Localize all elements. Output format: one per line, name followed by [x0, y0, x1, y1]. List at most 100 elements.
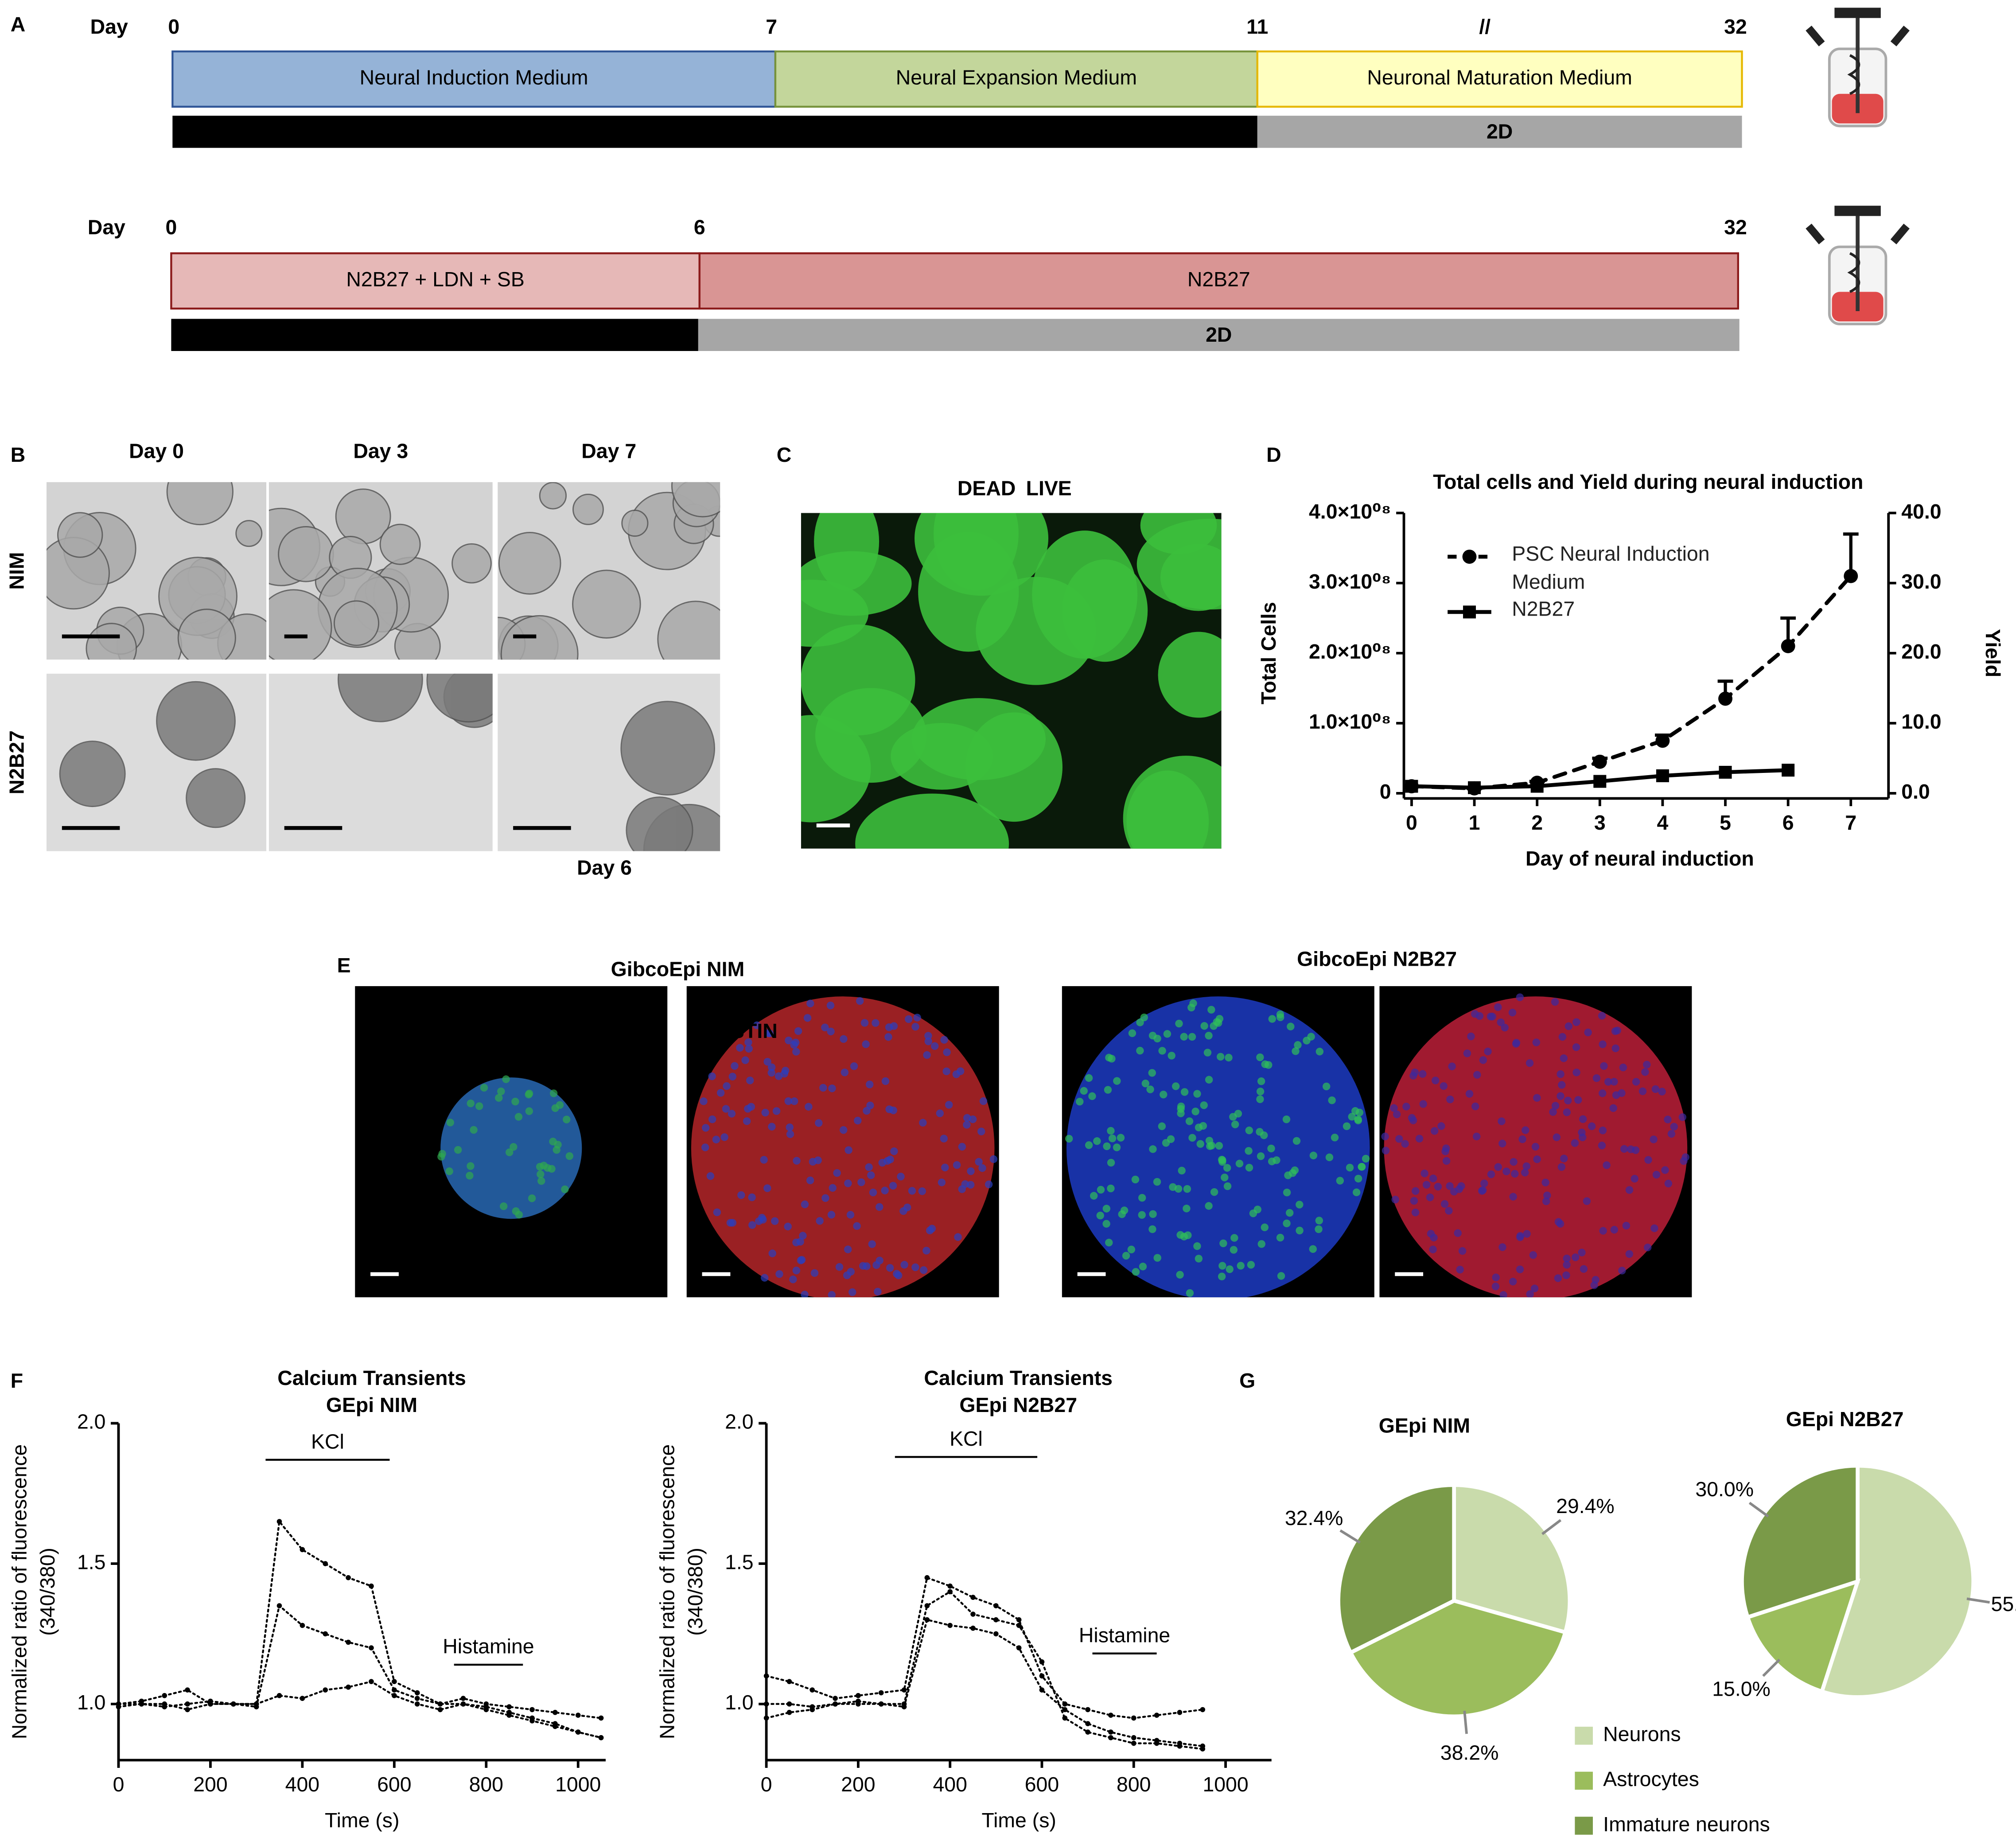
- nucleus: [1148, 1031, 1157, 1040]
- nucleus: [747, 1103, 755, 1111]
- nucleus: [537, 1170, 545, 1178]
- data-point: [1131, 1740, 1136, 1746]
- data-point: [369, 1645, 374, 1650]
- nucleus: [1543, 1191, 1551, 1199]
- data-point: [162, 1701, 167, 1707]
- nucleus: [1139, 1263, 1147, 1271]
- nucleus: [806, 1176, 814, 1185]
- data-point: [185, 1707, 190, 1712]
- nucleus: [793, 1157, 801, 1165]
- nucleus: [1498, 1243, 1506, 1251]
- x-axis-label: Time (s): [981, 1809, 1056, 1832]
- nucleus: [1218, 1272, 1226, 1280]
- value-label: 15.0%: [1712, 1677, 1771, 1701]
- data-point: [833, 1696, 838, 1701]
- organoid: [278, 526, 334, 582]
- culture-bar: [171, 319, 698, 351]
- chart-title: Calcium Transients: [924, 1366, 1113, 1389]
- nucleus: [1395, 1135, 1403, 1143]
- nucleus: [1681, 1153, 1689, 1161]
- data-point: [300, 1696, 305, 1701]
- nucleus: [1221, 1174, 1229, 1182]
- nucleus: [746, 1077, 754, 1084]
- micrograph-content: [338, 674, 493, 728]
- organoid: [177, 608, 236, 660]
- nucleus: [445, 1167, 453, 1175]
- nucleus: [1521, 1169, 1529, 1177]
- nucleus: [1283, 1219, 1291, 1228]
- nucleus: [1611, 1027, 1619, 1035]
- micrograph: [1062, 986, 1374, 1298]
- nucleus: [1644, 1244, 1652, 1252]
- nucleus: [860, 1019, 869, 1027]
- nucleus: [1562, 1271, 1570, 1279]
- nucleus: [919, 1119, 927, 1127]
- value-label: 30.0%: [1695, 1478, 1754, 1501]
- nucleus: [748, 1221, 756, 1229]
- nucleus: [844, 1179, 852, 1187]
- nucleus: [985, 1180, 993, 1189]
- nucleus: [806, 999, 814, 1007]
- nucleus: [761, 1274, 769, 1282]
- legend-label: Astrocytes: [1603, 1767, 1699, 1790]
- nucleus: [1093, 1137, 1101, 1145]
- nucleus: [736, 1044, 744, 1052]
- nucleus: [1200, 1101, 1208, 1109]
- nucleus: [1509, 1278, 1517, 1286]
- nucleus: [1549, 1108, 1557, 1116]
- organoid: [379, 523, 421, 565]
- data-point: [346, 1575, 351, 1580]
- nucleus: [1651, 1085, 1660, 1093]
- impeller: [1847, 252, 1860, 293]
- x-tick-label: 400: [285, 1773, 319, 1796]
- nucleus: [1393, 1110, 1401, 1119]
- nucleus: [1551, 998, 1559, 1006]
- nucleus: [1523, 1230, 1531, 1238]
- micrograph: [269, 674, 493, 851]
- nucleus: [706, 1172, 715, 1180]
- data-point: [1200, 1746, 1206, 1751]
- live-cell-cluster: [801, 551, 912, 616]
- nucleus: [745, 1045, 753, 1053]
- y-tick-label: 2.0: [725, 1410, 754, 1433]
- nucleus: [1325, 1153, 1334, 1162]
- culture-bar: [698, 319, 1740, 351]
- nucleus: [1484, 1047, 1492, 1056]
- data-point: [553, 1710, 558, 1715]
- data-point: [1039, 1659, 1045, 1665]
- nucleus: [938, 1178, 946, 1186]
- data-point: [506, 1712, 512, 1718]
- nucleus: [1163, 1030, 1171, 1038]
- nucleus: [1627, 1145, 1635, 1153]
- data-point: [924, 1575, 930, 1580]
- data-point: [901, 1687, 907, 1693]
- micrograph-content: [437, 1075, 582, 1219]
- organoid: [338, 674, 423, 722]
- nucleus: [1650, 1224, 1658, 1233]
- y-tick-label: 2.0: [77, 1410, 106, 1433]
- nucleus: [1658, 1088, 1666, 1096]
- port: [1806, 223, 1825, 245]
- nucleus: [1097, 1186, 1105, 1194]
- medium-label: N2B27: [1187, 268, 1250, 291]
- nucleus: [975, 1158, 983, 1166]
- nucleus: [1572, 1018, 1580, 1026]
- nucleus: [1200, 1022, 1208, 1030]
- bioreactor-icon: [1806, 206, 1910, 325]
- nucleus: [470, 1126, 478, 1134]
- nucleus: [1644, 1156, 1652, 1164]
- stain-label: LIVE: [1026, 477, 1072, 500]
- nucleus: [495, 1094, 503, 1102]
- nucleus: [497, 1087, 505, 1096]
- panel-letter: E: [337, 954, 351, 977]
- nucleus: [1131, 1175, 1140, 1184]
- nucleus: [466, 1171, 474, 1180]
- data-point: [947, 1584, 953, 1589]
- nucleus: [978, 1164, 986, 1172]
- nucleus: [1113, 1077, 1121, 1085]
- nucleus: [815, 1119, 823, 1127]
- value-label: 29.4%: [1556, 1494, 1615, 1517]
- nucleus: [1256, 1053, 1264, 1061]
- nucleus: [1176, 1271, 1184, 1279]
- nucleus: [1113, 1143, 1121, 1151]
